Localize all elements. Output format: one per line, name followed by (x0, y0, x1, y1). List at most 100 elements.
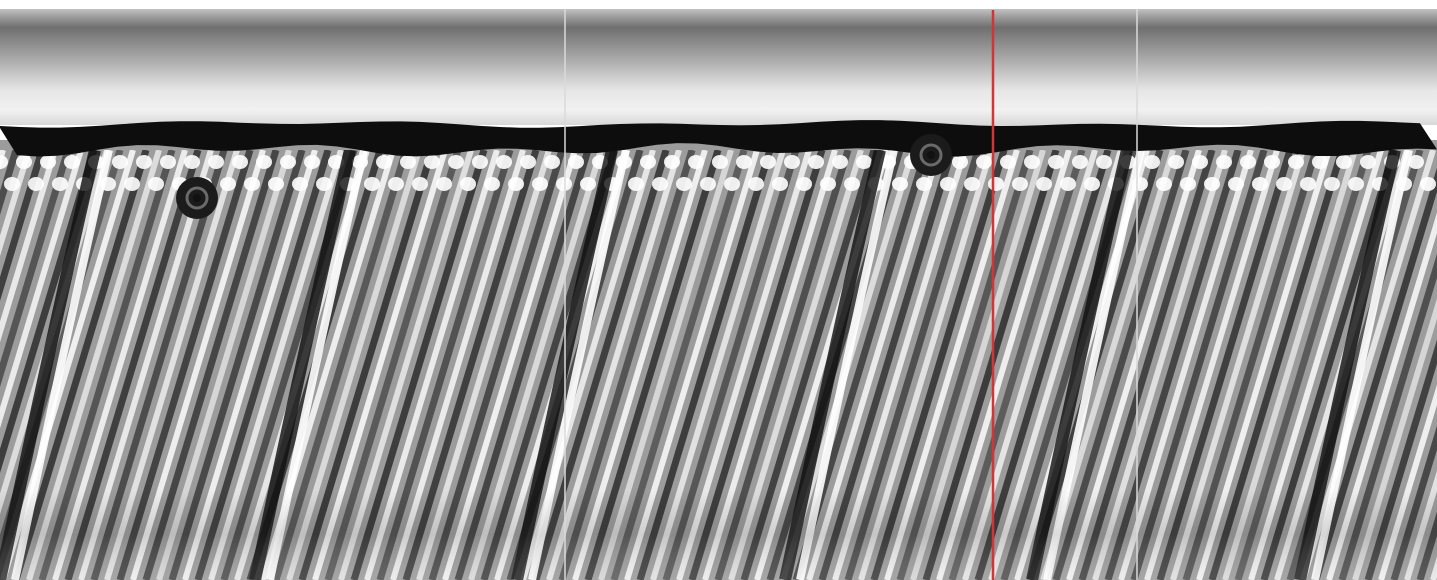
ringing-dot (268, 177, 284, 191)
ringing-dot (448, 155, 464, 169)
reflection-stripe-dark (0, 150, 98, 474)
ringing-dot (988, 177, 1004, 191)
ringing-dot (136, 155, 152, 169)
ringing-dot (28, 177, 44, 191)
reflection-stripe-light (0, 150, 32, 257)
reflection-stripe-dark (0, 150, 72, 388)
ringing-dot (544, 155, 560, 169)
ringing-dot (724, 177, 740, 191)
ringing-dot (508, 177, 524, 191)
ringing-dot (0, 155, 8, 169)
ringing-dot (952, 155, 968, 169)
ringing-dot (532, 177, 548, 191)
surface-band (0, 0, 1437, 125)
ringing-dot (736, 155, 752, 169)
ringing-dot (256, 155, 272, 169)
point-target-1 (176, 177, 218, 219)
reflection-stripe-dark (0, 150, 46, 302)
ringing-pattern (0, 155, 1436, 191)
ringing-dot (232, 155, 248, 169)
ringing-dot (1240, 155, 1256, 169)
ringing-dot (436, 177, 452, 191)
ringing-dot (832, 155, 848, 169)
ringing-dot (388, 177, 404, 191)
ringing-dot (1420, 177, 1436, 191)
ringing-dot (400, 155, 416, 169)
ringing-dot (1024, 155, 1040, 169)
ringing-dot (520, 155, 536, 169)
ringing-dot (1168, 155, 1184, 169)
ringing-dot (676, 177, 692, 191)
ringing-dot (916, 177, 932, 191)
ringing-dot (844, 177, 860, 191)
ringing-dot (1180, 177, 1196, 191)
ringing-dot (1216, 155, 1232, 169)
ringing-dot (820, 177, 836, 191)
ringing-dot (1408, 155, 1424, 169)
ringing-dot (1228, 177, 1244, 191)
ringing-dot (1276, 177, 1292, 191)
ringing-dot (856, 155, 872, 169)
ringing-dot (472, 155, 488, 169)
ringing-dot (1072, 155, 1088, 169)
ringing-dot (1060, 177, 1076, 191)
ringing-dot (64, 155, 80, 169)
ringing-dot (1156, 177, 1172, 191)
ringing-dot (292, 177, 308, 191)
ringing-dot (1084, 177, 1100, 191)
ringing-dot (652, 177, 668, 191)
ringing-dot (16, 155, 32, 169)
ringing-dot (316, 177, 332, 191)
ringing-dot (1000, 155, 1016, 169)
ringing-dot (220, 177, 236, 191)
ringing-dot (760, 155, 776, 169)
ringing-dot (580, 177, 596, 191)
reflection-stripe-light (0, 150, 58, 343)
ringing-dot (424, 155, 440, 169)
ringing-dot (112, 155, 128, 169)
ringing-dot (712, 155, 728, 169)
ringing-dot (940, 177, 956, 191)
deep-layer-band (0, 490, 1437, 580)
ringing-dot (1348, 177, 1364, 191)
ground-surface-reflection (0, 120, 1437, 157)
ringing-dot (688, 155, 704, 169)
ringing-dot (976, 155, 992, 169)
ringing-dot (1204, 177, 1220, 191)
ringing-dot (640, 155, 656, 169)
ringing-dot (1312, 155, 1328, 169)
ringing-dot (1036, 177, 1052, 191)
ringing-dot (1360, 155, 1376, 169)
ringing-dot (244, 177, 260, 191)
ringing-dot (1192, 155, 1208, 169)
ringing-dot (460, 177, 476, 191)
ringing-dot (184, 155, 200, 169)
ringing-dot (1300, 177, 1316, 191)
ringing-dot (4, 177, 20, 191)
ringing-dot (1144, 155, 1160, 169)
ringing-dot (1096, 155, 1112, 169)
ringing-dot (52, 177, 68, 191)
ringing-dot (412, 177, 428, 191)
ringing-dot (304, 155, 320, 169)
ringing-dot (964, 177, 980, 191)
ringing-dot (568, 155, 584, 169)
ringing-dot (148, 177, 164, 191)
ringing-dot (376, 155, 392, 169)
ringing-dot (208, 155, 224, 169)
ringing-dot (748, 177, 764, 191)
ringing-dot (496, 155, 512, 169)
ringing-dot (892, 177, 908, 191)
reflection-stripe-light (0, 150, 84, 429)
ringing-dot (1252, 177, 1268, 191)
ringing-dot (1048, 155, 1064, 169)
ringing-dot (40, 155, 56, 169)
ringing-dot (484, 177, 500, 191)
ringing-dot (628, 177, 644, 191)
ringing-dot (1336, 155, 1352, 169)
ringing-dot (328, 155, 344, 169)
ringing-dot (772, 177, 788, 191)
point-target-2 (910, 134, 952, 176)
